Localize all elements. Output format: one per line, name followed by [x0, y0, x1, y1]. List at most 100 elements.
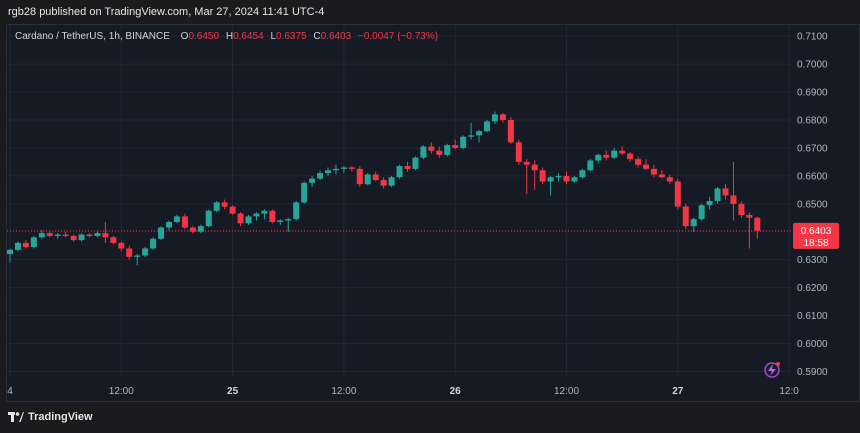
- legend-symbol: Cardano / TetherUS, 1h, BINANCE: [15, 31, 170, 42]
- candle: [285, 217, 292, 232]
- candle-body: [54, 234, 61, 236]
- candle-body: [428, 146, 435, 151]
- candle: [22, 240, 29, 249]
- x-tick-label: 4: [7, 386, 13, 397]
- candle-body: [579, 170, 586, 178]
- candle: [94, 231, 101, 238]
- y-tick-label: 0.6300: [797, 255, 828, 266]
- candle-body: [78, 234, 85, 241]
- candle: [293, 201, 300, 221]
- candle: [261, 209, 268, 220]
- candle-body: [30, 237, 37, 248]
- candle: [78, 233, 85, 242]
- candle: [166, 220, 172, 231]
- candle: [491, 111, 498, 125]
- candle: [579, 168, 586, 179]
- candle-body: [754, 217, 761, 231]
- candle: [690, 217, 697, 232]
- price-badge-value: 0.6403: [801, 226, 832, 237]
- candle-body: [396, 166, 403, 178]
- candle-body: [110, 237, 117, 243]
- candle: [277, 219, 284, 225]
- candle-body: [404, 166, 411, 169]
- candle: [332, 164, 339, 175]
- candle: [452, 139, 459, 150]
- candle: [142, 247, 149, 257]
- candle: [30, 235, 37, 249]
- lightning-icon-bolt: [768, 364, 776, 376]
- tradingview-logo[interactable]: TradingView: [8, 411, 93, 423]
- candle-body: [229, 206, 236, 214]
- candle: [523, 159, 530, 195]
- candle: [205, 209, 212, 228]
- candle: [309, 175, 316, 188]
- candle-body: [611, 150, 618, 158]
- candle-body: [22, 242, 29, 248]
- candle: [356, 166, 363, 188]
- candle-body: [253, 213, 260, 217]
- candle-body: [332, 168, 339, 171]
- candle-body: [150, 238, 157, 249]
- candlestick-chart[interactable]: 0.7100 0.7000 0.6900 0.6800 0.6700 0.6600 0.65…: [7, 25, 859, 401]
- candle: [237, 212, 244, 227]
- candle-body: [197, 226, 204, 232]
- candle: [706, 196, 713, 210]
- candle: [110, 235, 117, 245]
- candle: [14, 241, 21, 252]
- candle-body: [62, 234, 69, 236]
- candle-body: [515, 142, 522, 162]
- candle-body: [14, 242, 21, 250]
- candle: [563, 171, 570, 185]
- candle-body: [460, 136, 467, 148]
- y-tick-label: 0.5900: [797, 367, 828, 378]
- legend-open: 0.6450: [188, 31, 220, 42]
- candle: [54, 233, 61, 239]
- candle-body: [38, 233, 45, 238]
- candle: [730, 161, 737, 221]
- candle-body: [682, 206, 689, 227]
- candle: [754, 216, 761, 239]
- candle-body: [674, 181, 681, 207]
- candle: [436, 146, 443, 158]
- publish-line: rgb28 published on TradingView.com, Mar …: [0, 0, 860, 24]
- candle-body: [158, 227, 165, 239]
- tradingview-logo-icon: [8, 412, 24, 422]
- candle-body: [325, 170, 331, 174]
- candle: [118, 241, 125, 252]
- candle: [587, 159, 594, 172]
- legend-low: 0.6375: [276, 31, 307, 42]
- candle-body: [563, 175, 570, 182]
- x-tick-label: 12:00: [109, 386, 134, 397]
- lightning-icon-dot: [776, 362, 780, 366]
- candle: [738, 201, 745, 218]
- candle-body: [269, 210, 276, 222]
- candle-body: [658, 174, 665, 178]
- y-tick-label: 0.6500: [797, 199, 828, 210]
- candle: [7, 248, 13, 263]
- candle-body: [213, 202, 220, 211]
- candle: [515, 139, 522, 165]
- candle: [325, 167, 331, 176]
- candle: [181, 213, 188, 229]
- candle-body: [666, 177, 673, 182]
- candle-body: [714, 188, 721, 201]
- y-tick-label: 0.6000: [797, 339, 828, 350]
- chart-frame[interactable]: 0.7100 0.7000 0.6900 0.6800 0.6700 0.6600 0.65…: [6, 24, 860, 402]
- candle-body: [181, 216, 188, 228]
- candle-body: [627, 153, 634, 160]
- candle-body: [221, 202, 228, 207]
- candle-body: [730, 195, 737, 204]
- candle-body: [468, 135, 475, 137]
- candle-body: [738, 203, 745, 215]
- legend-open-label: O: [180, 31, 189, 42]
- candle: [643, 159, 649, 171]
- candle-body: [293, 202, 300, 220]
- candle: [173, 214, 180, 224]
- footer: TradingView: [0, 402, 860, 433]
- candle-body: [380, 180, 387, 186]
- candle-body: [173, 216, 180, 222]
- chart-legend: Cardano / TetherUS, 1h, BINANCE O0.6450 …: [15, 31, 442, 42]
- y-tick-label: 0.6200: [797, 283, 828, 294]
- lightning-icon: [764, 362, 780, 378]
- candle-body: [722, 188, 729, 196]
